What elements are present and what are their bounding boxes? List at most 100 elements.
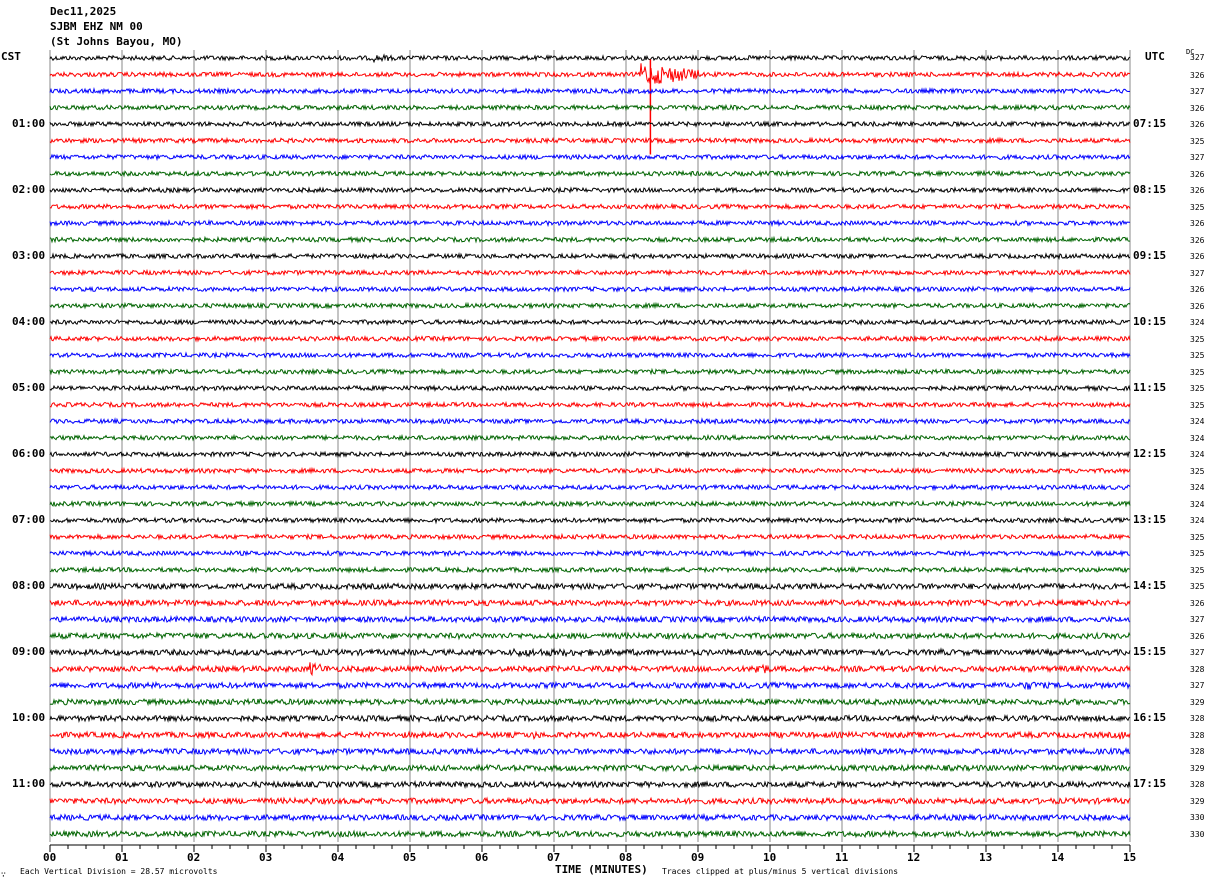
dc-offset-value: 326 — [1190, 285, 1205, 295]
dc-offset-value: 324 — [1190, 433, 1205, 443]
dc-offset-value: 325 — [1190, 367, 1205, 377]
dc-offset-value: 326 — [1190, 186, 1205, 196]
x-tick-label: 07 — [547, 851, 561, 864]
trace-row-19 — [49, 367, 1131, 376]
cst-time-label: 11:00 — [12, 777, 46, 791]
x-tick-label: 14 — [1051, 851, 1065, 864]
utc-label: UTC — [1145, 50, 1165, 63]
trace-row-46 — [49, 812, 1131, 823]
dc-offset-value: 326 — [1190, 598, 1205, 608]
trace-row-25 — [49, 466, 1131, 475]
x-tick-label: 08 — [619, 851, 633, 864]
utc-time-label: 10:15 — [1133, 315, 1167, 329]
dc-offset-value: 324 — [1190, 483, 1205, 493]
dc-label: DC — [1186, 48, 1195, 56]
dc-offset-value: 324 — [1190, 499, 1205, 509]
trace-row-13 — [49, 268, 1131, 277]
x-tick-label: 02 — [187, 851, 201, 864]
utc-time-label: 15:15 — [1133, 645, 1167, 659]
x-tick-label: 09 — [691, 851, 705, 864]
trace-row-44 — [49, 779, 1131, 789]
dc-offset-value: 329 — [1190, 763, 1205, 773]
cst-label: CST — [1, 50, 21, 63]
dc-offset-value: 325 — [1190, 532, 1205, 542]
trace-row-27 — [49, 499, 1131, 508]
trace-row-45 — [49, 796, 1131, 806]
dc-offset-value: 325 — [1190, 334, 1205, 344]
trace-row-20 — [49, 384, 1131, 393]
trace-row-28 — [49, 516, 1131, 525]
trace-row-35 — [49, 631, 1131, 641]
trace-row-30 — [49, 549, 1131, 558]
dc-offset-value: 328 — [1190, 780, 1205, 790]
dc-offset-value: 327 — [1190, 53, 1205, 62]
dc-offset-value: 327 — [1190, 268, 1205, 278]
utc-time-label: 13:15 — [1133, 513, 1167, 527]
trace-row-37 — [49, 662, 1131, 677]
trace-row-9 — [49, 202, 1131, 211]
dc-offset-value: 326 — [1190, 103, 1205, 113]
dc-offset-value: 330 — [1190, 813, 1205, 823]
dc-offset-value: 325 — [1190, 351, 1205, 361]
dc-offset-value: 325 — [1190, 202, 1205, 212]
dc-offset-value: 329 — [1190, 796, 1205, 806]
trace-row-14 — [49, 285, 1131, 294]
utc-time-label: 14:15 — [1133, 579, 1167, 593]
dc-offset-value: 325 — [1190, 565, 1205, 575]
utc-time-label: 17:15 — [1133, 777, 1167, 791]
x-tick-label: 11 — [835, 851, 849, 864]
dc-offset-value: 326 — [1190, 70, 1205, 80]
trace-row-2 — [49, 86, 1131, 96]
trace-row-41 — [49, 730, 1131, 740]
dc-offset-value: 327 — [1190, 615, 1205, 625]
dc-offset-value: 330 — [1190, 830, 1205, 839]
dc-offset-value: 327 — [1190, 87, 1205, 97]
trace-row-8 — [49, 186, 1130, 195]
trace-row-15 — [49, 301, 1131, 310]
utc-time-label: 07:15 — [1133, 117, 1167, 131]
trace-row-0 — [49, 53, 1131, 64]
cst-time-label: 10:00 — [12, 711, 46, 725]
dc-offset-value: 327 — [1190, 681, 1205, 691]
cst-time-label: 07:00 — [12, 513, 46, 527]
cst-time-label: 09:00 — [12, 645, 46, 659]
trace-row-43 — [49, 763, 1131, 773]
utc-time-label: 09:15 — [1133, 249, 1167, 263]
trace-row-7 — [49, 169, 1131, 178]
dc-offset-value: 328 — [1190, 730, 1205, 740]
trace-row-6 — [49, 153, 1131, 162]
trace-row-33 — [49, 598, 1131, 608]
trace-row-26 — [49, 483, 1131, 492]
dc-offset-value: 324 — [1190, 318, 1205, 328]
x-tick-label: 05 — [403, 851, 417, 864]
dc-offset-value: 326 — [1190, 219, 1205, 229]
trace-row-11 — [49, 235, 1131, 244]
dc-offset-value: 327 — [1190, 153, 1205, 163]
trace-row-42 — [49, 746, 1131, 757]
dc-offset-value: 324 — [1190, 450, 1205, 460]
clip-note: Traces clipped at plus/minus 5 vertical … — [662, 867, 899, 876]
trace-row-1 — [49, 63, 1131, 84]
dc-offset-value: 328 — [1190, 664, 1205, 674]
dc-offset-value: 326 — [1190, 252, 1205, 262]
trace-row-16 — [49, 318, 1131, 327]
location-label: (St Johns Bayou, MO) — [50, 35, 183, 48]
dc-offset-value: 326 — [1190, 169, 1205, 179]
trace-row-24 — [49, 450, 1131, 459]
dc-offset-value: 328 — [1190, 714, 1205, 724]
trace-row-47 — [49, 829, 1131, 839]
x-tick-label: 00 — [43, 851, 57, 864]
trace-row-12 — [49, 252, 1131, 261]
dc-offset-value: 326 — [1190, 301, 1205, 311]
x-tick-label: 13 — [979, 851, 993, 864]
trace-row-5 — [49, 136, 1131, 145]
dc-offset-value: 327 — [1190, 648, 1205, 658]
dc-offset-value: 329 — [1190, 697, 1205, 707]
dc-offset-value: 325 — [1190, 582, 1205, 592]
trace-row-29 — [49, 532, 1131, 541]
cst-time-label: 04:00 — [12, 315, 46, 329]
trace-row-31 — [49, 565, 1131, 574]
dc-offset-value: 324 — [1190, 417, 1205, 427]
trace-row-17 — [49, 334, 1131, 343]
